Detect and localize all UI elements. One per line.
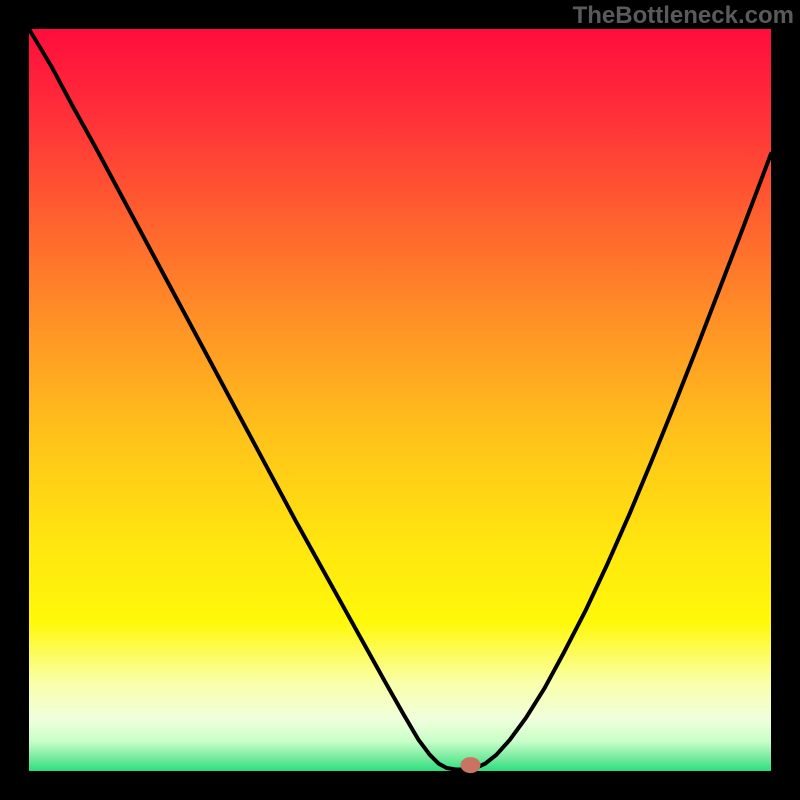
plot-background [29, 29, 771, 771]
optimum-marker [460, 757, 480, 773]
watermark-text: TheBottleneck.com [573, 2, 794, 30]
bottleneck-chart [0, 0, 800, 800]
chart-container [0, 0, 800, 800]
